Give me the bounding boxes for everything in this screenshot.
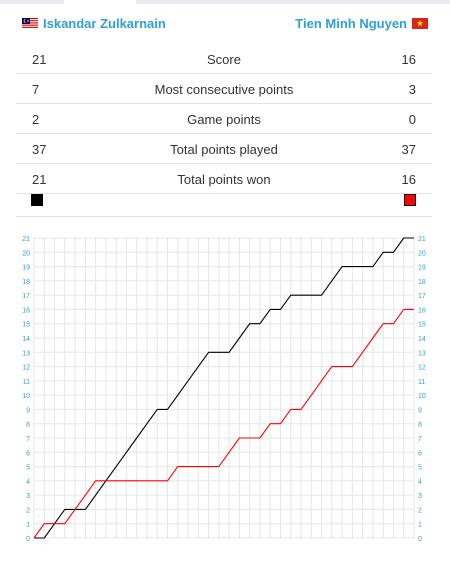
y-tick-label-right: 11 bbox=[418, 379, 425, 386]
y-tick-label-left: 4 bbox=[26, 479, 30, 486]
y-tick-label-right: 4 bbox=[418, 479, 422, 486]
y-tick-label-right: 13 bbox=[418, 350, 426, 357]
player-color-legend bbox=[16, 190, 432, 217]
y-tick-label-left: 12 bbox=[22, 365, 30, 372]
y-tick-label-right: 9 bbox=[418, 407, 422, 414]
y-tick-label-left: 0 bbox=[26, 536, 30, 543]
stat-row-consecutive: 7 Most consecutive points 3 bbox=[16, 74, 432, 104]
y-tick-label-left: 7 bbox=[26, 436, 30, 443]
y-tick-label-right: 7 bbox=[418, 436, 422, 443]
stat-right-value: 16 bbox=[401, 172, 416, 187]
player-right-name: Tien Minh Nguyen bbox=[295, 16, 407, 31]
y-tick-label-right: 1 bbox=[418, 522, 422, 529]
y-tick-label-left: 2 bbox=[26, 507, 30, 514]
vietnam-flag-icon bbox=[412, 18, 428, 29]
y-tick-label-left: 16 bbox=[22, 307, 30, 314]
stat-label: Total points won bbox=[177, 172, 271, 187]
y-tick-label-left: 21 bbox=[22, 236, 30, 243]
y-tick-label-right: 5 bbox=[418, 465, 422, 472]
y-tick-label-right: 3 bbox=[418, 493, 422, 500]
y-tick-label-left: 14 bbox=[22, 336, 30, 343]
chart-series bbox=[33, 237, 414, 539]
y-tick-label-right: 10 bbox=[418, 393, 426, 400]
y-tick-label-left: 15 bbox=[22, 322, 30, 329]
player-left-name: Iskandar Zulkarnain bbox=[43, 16, 166, 31]
left-player-color-swatch bbox=[31, 194, 43, 206]
stat-label: Most consecutive points bbox=[154, 82, 294, 97]
stat-row-total-played: 37 Total points played 37 bbox=[16, 134, 432, 164]
y-tick-label-left: 20 bbox=[22, 250, 30, 257]
y-tick-label-left: 11 bbox=[23, 379, 30, 386]
y-tick-label-right: 21 bbox=[418, 236, 426, 243]
stat-left-value: 7 bbox=[32, 82, 40, 97]
malaysia-flag-icon bbox=[22, 18, 38, 29]
right-player-color-swatch bbox=[404, 194, 416, 206]
stat-right-value: 0 bbox=[408, 112, 416, 127]
player-left[interactable]: Iskandar Zulkarnain bbox=[22, 16, 166, 31]
y-tick-label-left: 17 bbox=[22, 293, 30, 300]
stat-right-value: 3 bbox=[408, 82, 416, 97]
player-right[interactable]: Tien Minh Nguyen bbox=[295, 16, 428, 31]
top-tab-strip bbox=[0, 0, 450, 4]
stat-row-score: 21 Score 16 bbox=[16, 44, 432, 74]
y-tick-label-left: 8 bbox=[26, 422, 30, 429]
stat-left-value: 37 bbox=[32, 142, 47, 157]
stat-row-total-won: 21 Total points won 16 bbox=[16, 164, 432, 194]
y-tick-label-left: 19 bbox=[22, 265, 30, 272]
y-tick-label-left: 1 bbox=[26, 522, 30, 529]
chart-grid bbox=[33, 237, 415, 539]
tab-strip-segment bbox=[136, 0, 450, 4]
y-tick-label-right: 17 bbox=[418, 293, 426, 300]
stat-label: Game points bbox=[187, 112, 261, 127]
stat-left-value: 21 bbox=[32, 52, 47, 67]
tab-strip-segment bbox=[0, 0, 64, 4]
series-line-right-player bbox=[33, 308, 414, 539]
stat-label: Total points played bbox=[170, 142, 278, 157]
y-tick-label-right: 12 bbox=[418, 365, 426, 372]
y-tick-label-right: 2 bbox=[418, 507, 422, 514]
y-tick-label-left: 9 bbox=[26, 407, 30, 414]
series-line-left-player bbox=[34, 237, 414, 539]
stats-table: 21 Score 16 7 Most consecutive points 3 … bbox=[16, 44, 432, 194]
stat-right-value: 37 bbox=[401, 142, 416, 157]
y-tick-label-right: 20 bbox=[418, 250, 426, 257]
y-tick-label-left: 5 bbox=[26, 465, 30, 472]
y-tick-label-left: 13 bbox=[22, 350, 30, 357]
y-tick-label-left: 3 bbox=[26, 493, 30, 500]
y-tick-label-right: 6 bbox=[418, 450, 422, 457]
stat-left-value: 2 bbox=[32, 112, 40, 127]
y-tick-label-left: 6 bbox=[26, 450, 30, 457]
y-tick-label-left: 10 bbox=[22, 393, 30, 400]
y-tick-label-right: 0 bbox=[418, 536, 422, 543]
y-tick-label-right: 8 bbox=[418, 422, 422, 429]
y-tick-label-left: 18 bbox=[22, 279, 30, 286]
y-tick-label-right: 19 bbox=[418, 265, 426, 272]
y-tick-label-right: 16 bbox=[418, 307, 426, 314]
stat-label: Score bbox=[207, 52, 241, 67]
y-tick-label-right: 14 bbox=[418, 336, 426, 343]
stat-right-value: 16 bbox=[401, 52, 416, 67]
stat-row-game-points: 2 Game points 0 bbox=[16, 104, 432, 134]
players-header: Iskandar Zulkarnain Tien Minh Nguyen bbox=[0, 12, 450, 40]
y-tick-label-right: 15 bbox=[418, 322, 426, 329]
y-tick-label-right: 18 bbox=[418, 279, 426, 286]
stat-left-value: 21 bbox=[32, 172, 47, 187]
